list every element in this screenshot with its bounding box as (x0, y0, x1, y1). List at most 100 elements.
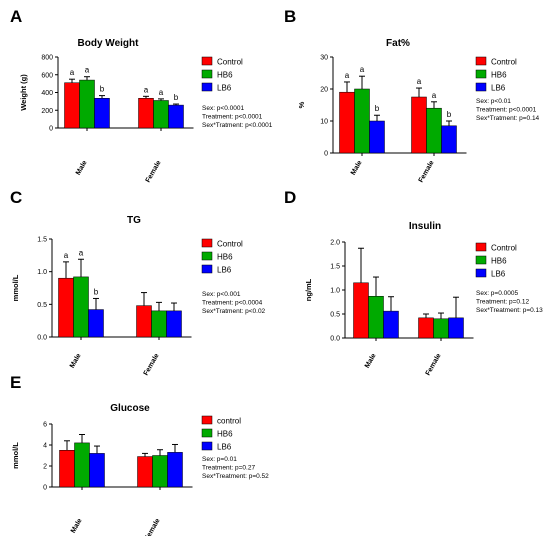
significance-letter: b (100, 85, 105, 94)
significance-letter: a (85, 66, 90, 75)
significance-letter: a (159, 88, 164, 97)
bar (58, 277, 74, 338)
bar (383, 310, 399, 339)
legend-label: control (217, 417, 241, 426)
legend-label: LB6 (217, 266, 232, 275)
stats-text: Sex: p<0.001 (202, 291, 241, 298)
legend-swatch (475, 69, 487, 79)
bar (59, 450, 75, 488)
chart-title: Fat% (386, 38, 410, 49)
legend-swatch (201, 264, 213, 274)
stats-text: Sex*Treatment: p=0.13 (476, 307, 543, 314)
bar (354, 88, 370, 154)
legend-label: HB6 (217, 71, 233, 80)
legend-swatch (201, 69, 213, 79)
stats-text: Treatment: p<0.0001 (476, 107, 537, 114)
x-tick-label: Female (418, 159, 436, 183)
legend-label: HB6 (217, 430, 233, 439)
y-tick-label: 1.0 (330, 288, 340, 295)
bar (433, 318, 449, 339)
bar (418, 317, 434, 339)
legend-label: LB6 (491, 84, 506, 93)
significance-letter: a (432, 91, 437, 100)
legend-swatch (475, 82, 487, 92)
y-tick-label: 200 (41, 108, 53, 115)
legend-label: HB6 (217, 253, 233, 262)
significance-letter: a (64, 251, 69, 260)
panel-b: B Fat% 0 10 20 30% Male a a b Female a a b Control HB6 L… (284, 7, 540, 184)
bar (137, 456, 153, 488)
y-tick-label: 400 (41, 90, 53, 97)
bar (441, 125, 457, 154)
legend-swatch (201, 415, 213, 425)
legend-swatch (201, 428, 213, 438)
legend-label: LB6 (217, 443, 232, 452)
bar (94, 98, 110, 129)
legend-swatch (201, 82, 213, 92)
x-tick-label: Female (143, 352, 161, 376)
legend-swatch (475, 242, 487, 252)
chart-title: Insulin (409, 221, 441, 232)
bar (168, 104, 184, 129)
panel-a: A Body Weight 0 200 400 600 800 Weight (g) Male a… (10, 7, 273, 184)
legend-label: Control (217, 240, 243, 249)
y-tick-label: 1.5 (330, 264, 340, 271)
y-axis-label: % (297, 101, 306, 108)
stats-text: Sex: p=0.0005 (476, 290, 518, 297)
bar (151, 310, 167, 338)
significance-letter: b (174, 93, 179, 102)
x-tick-label: Female (144, 517, 162, 536)
legend-swatch (201, 238, 213, 248)
stats-text: Treatment: p=0.27 (202, 465, 255, 472)
bar (153, 100, 169, 129)
y-tick-label: 0 (49, 126, 53, 133)
legend-label: Control (491, 244, 517, 253)
legend-label: HB6 (491, 71, 507, 80)
panel-c: C TG 0.0 0.5 1.0 1.5 mmol/L Male a a b Female Contro… (10, 188, 266, 377)
y-tick-label: 0.0 (37, 335, 47, 342)
significance-letter: a (345, 71, 350, 80)
legend-label: LB6 (217, 84, 232, 93)
legend-swatch (201, 251, 213, 261)
significance-letter: a (79, 248, 84, 257)
panel-e: E Glucose 0 2 4 6 mmol/L Male Female control HB6 LB… (10, 373, 269, 536)
stats-text: Treatment: p<0.0001 (202, 114, 263, 121)
y-tick-label: 6 (43, 422, 47, 429)
significance-letter: b (375, 104, 380, 113)
x-tick-label: Female (425, 352, 443, 376)
bar (64, 82, 80, 129)
bar (74, 442, 90, 488)
y-tick-label: 4 (43, 443, 47, 450)
panel-letter: E (10, 373, 21, 392)
legend-swatch (475, 56, 487, 66)
y-tick-label: 2.0 (330, 240, 340, 247)
stats-text: Sex: p<0.01 (476, 98, 511, 105)
bar (353, 282, 369, 339)
legend-swatch (475, 268, 487, 278)
stats-text: Treatment: p<0.0004 (202, 300, 263, 307)
bar (152, 455, 168, 488)
x-tick-label: Female (145, 159, 163, 183)
panel-letter: C (10, 188, 22, 207)
y-tick-label: 0 (324, 151, 328, 158)
panel-letter: D (284, 188, 296, 207)
legend-swatch (201, 441, 213, 451)
significance-letter: a (144, 85, 149, 94)
y-tick-label: 0.5 (330, 312, 340, 319)
bar (136, 305, 152, 338)
bar (88, 309, 104, 338)
y-axis-label: mmol/L (11, 274, 20, 301)
legend-swatch (201, 56, 213, 66)
y-tick-label: 1.5 (37, 237, 47, 244)
chart-title: TG (127, 215, 141, 226)
y-tick-label: 0 (43, 485, 47, 492)
y-tick-label: 800 (41, 55, 53, 62)
y-tick-label: 20 (320, 87, 328, 94)
bar (448, 317, 464, 339)
stats-text: Sex*Treatment: p=0.52 (202, 473, 269, 480)
bar (369, 120, 385, 154)
y-tick-label: 30 (320, 55, 328, 62)
x-tick-label: Male (364, 352, 378, 369)
significance-letter: a (417, 77, 422, 86)
